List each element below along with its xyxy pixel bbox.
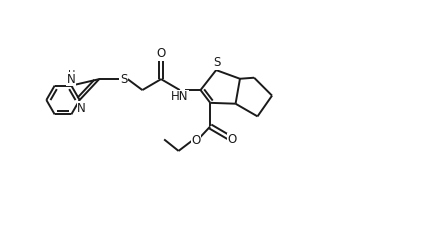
Text: O: O bbox=[157, 47, 166, 60]
Text: S: S bbox=[120, 73, 127, 86]
Text: H: H bbox=[68, 70, 75, 80]
Text: S: S bbox=[213, 56, 221, 69]
Text: HN: HN bbox=[171, 90, 189, 103]
Text: N: N bbox=[77, 102, 86, 114]
Text: O: O bbox=[227, 133, 237, 146]
Text: N: N bbox=[67, 73, 76, 86]
Text: O: O bbox=[191, 134, 200, 147]
